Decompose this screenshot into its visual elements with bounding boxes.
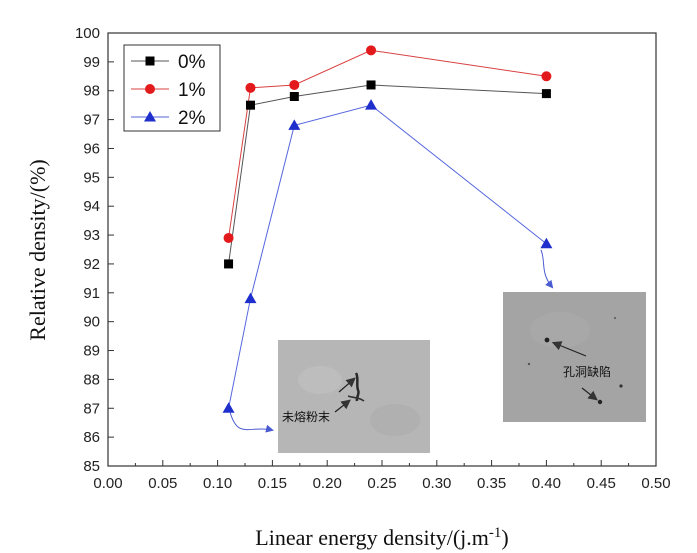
data-point-1 — [541, 71, 552, 82]
legend-marker — [144, 111, 156, 122]
inset-image-right — [503, 292, 646, 422]
y-tick-label: 98 — [83, 83, 100, 100]
y-tick-label: 89 — [83, 343, 100, 360]
y-tick-label: 95 — [83, 169, 100, 186]
y-tick-label: 97 — [83, 112, 100, 129]
x-tick-label: 0.50 — [641, 475, 670, 492]
y-tick-label: 96 — [83, 140, 100, 157]
data-point-0 — [366, 80, 376, 90]
data-point-1 — [223, 232, 234, 243]
y-tick-label: 87 — [83, 400, 100, 417]
y-tick-label: 86 — [83, 429, 100, 446]
y-axis-ticks: 85 86 87 88 89 90 91 92 93 94 95 96 97 98 99 100 — [75, 25, 114, 475]
y-tick-label: 90 — [83, 314, 100, 331]
x-tick-label: 0.35 — [477, 475, 506, 492]
y-tick-label: 93 — [83, 227, 100, 244]
x-tick-label: 0.45 — [587, 475, 616, 492]
data-point-1 — [289, 79, 300, 90]
legend: 0% 1% 2% — [123, 44, 221, 132]
y-tick-label: 94 — [83, 198, 100, 215]
x-axis-title: Linear energy density/(j.m-1) — [255, 525, 508, 550]
callout-arrow-left — [229, 411, 274, 433]
x-tick-label: 0.15 — [258, 475, 287, 492]
series-line-1 — [228, 49, 547, 239]
legend-marker — [145, 56, 155, 66]
y-tick-label: 100 — [75, 25, 100, 42]
data-point-2 — [288, 119, 301, 130]
legend-marker — [145, 84, 155, 94]
series-line-0 — [228, 84, 547, 265]
inset-label-pore: 孔洞缺陷 — [563, 364, 611, 379]
x-axis-ticks: 0.00 0.05 0.10 0.15 0.20 0.25 0.30 0.35 0.40 0.45… — [93, 460, 671, 492]
x-tick-label: 0.25 — [367, 475, 396, 492]
data-point-2 — [365, 99, 378, 110]
inset-unmelted-powder: 未熔粉末 — [278, 340, 430, 453]
x-tick-label: 0.00 — [93, 475, 122, 492]
data-point-0 — [245, 100, 255, 110]
data-point-2 — [222, 402, 235, 413]
data-point-1 — [245, 82, 256, 93]
series-layer — [222, 45, 553, 413]
data-point-2 — [540, 237, 553, 249]
data-point-1 — [366, 45, 377, 56]
legend-box — [123, 44, 221, 132]
data-point-0 — [541, 89, 551, 99]
y-tick-label: 91 — [83, 285, 100, 302]
x-tick-label: 0.30 — [422, 475, 451, 492]
y-tick-label: 85 — [83, 458, 100, 475]
x-tick-label: 0.20 — [313, 475, 342, 492]
callout-arrow-right — [540, 249, 554, 289]
x-tick-label: 0.10 — [203, 475, 232, 492]
y-axis-title: Relative density/(%) — [25, 159, 50, 340]
data-point-2 — [244, 292, 257, 304]
data-point-0 — [289, 92, 299, 102]
y-tick-label: 88 — [83, 371, 100, 388]
inset-pore-defect: 孔洞缺陷 — [503, 292, 646, 422]
legend-label: 0% — [178, 52, 206, 73]
x-tick-label: 0.05 — [148, 475, 177, 492]
y-tick-label: 92 — [83, 256, 100, 273]
inset-label-unmelted: 未熔粉末 — [282, 409, 330, 424]
legend-label: 1% — [178, 80, 206, 101]
legend-label: 2% — [178, 108, 206, 129]
inset-image-left — [278, 340, 430, 453]
y-tick-label: 99 — [83, 54, 100, 71]
x-tick-label: 0.40 — [532, 475, 561, 492]
data-point-0 — [224, 259, 234, 269]
